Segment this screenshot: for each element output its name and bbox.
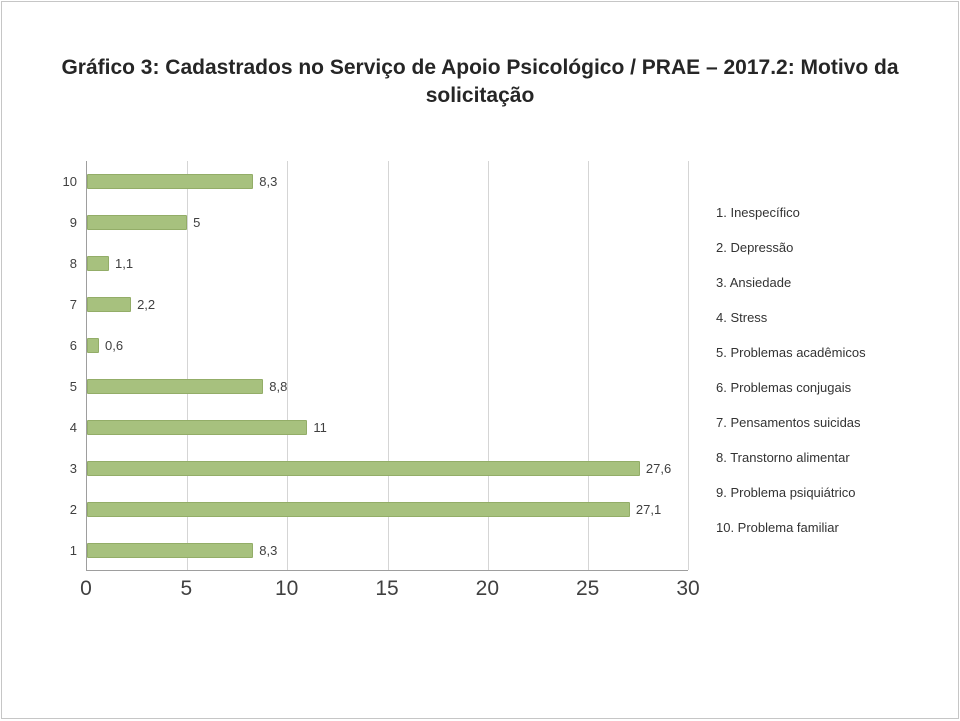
x-axis-label: 10 — [274, 576, 299, 600]
legend-item: 2. Depressão — [716, 239, 794, 255]
legend-item: 10. Problema familiar — [716, 519, 839, 535]
bar-row: 8,3 — [87, 161, 688, 202]
chart-area: 10 9 8 7 6 5 4 3 2 1 8,3 5 1,1 2,2 0,6 8,8 11 27,6 27,1 8,… — [48, 160, 958, 611]
legend-item: 4. Stress — [716, 309, 768, 325]
legend: 1. Inespecífico 2. Depressão 3. Ansiedade 4… — [716, 161, 866, 611]
bar — [87, 255, 110, 271]
y-axis-label: 5 — [69, 378, 77, 394]
legend-item: 5. Problemas acadêmicos — [716, 344, 866, 360]
bar-value-label: 5 — [193, 214, 201, 230]
x-axis-label: 25 — [575, 576, 600, 600]
y-axis-label: 4 — [69, 419, 77, 435]
plot-area: 8,3 5 1,1 2,2 0,6 8,8 11 27,6 27,1 8,3 — [86, 160, 689, 571]
bar — [87, 337, 100, 353]
bar-row: 5 — [87, 202, 688, 243]
bar-row: 1,1 — [87, 243, 688, 284]
legend-item: 9. Problema psiquiátrico — [716, 484, 856, 500]
bar-row: 11 — [87, 407, 688, 448]
legend-item: 8. Transtorno alimentar — [716, 449, 850, 465]
x-axis-label: 15 — [375, 576, 399, 600]
gridline — [487, 160, 489, 570]
bar-row: 2,2 — [87, 284, 688, 325]
bar — [87, 542, 254, 558]
x-axis-label: 30 — [676, 576, 700, 600]
chart-body: 10 9 8 7 6 5 4 3 2 1 8,3 5 1,1 2,2 0,6 8,8 11 27,6 27,1 8,… — [48, 160, 689, 571]
bar — [87, 296, 132, 312]
bar — [87, 378, 264, 394]
y-axis-labels: 10 9 8 7 6 5 4 3 2 1 — [48, 161, 86, 571]
bar — [87, 173, 254, 189]
y-axis-label: 10 — [62, 173, 77, 189]
chart-title: Gráfico 3: Cadastrados no Serviço de Apo… — [61, 56, 899, 108]
x-axis-label: 5 — [180, 576, 193, 600]
legend-item: 3. Ansiedade — [716, 274, 792, 290]
bar — [87, 460, 640, 476]
y-axis-label: 3 — [69, 460, 77, 476]
gridline — [688, 160, 689, 570]
bar-row: 8,8 — [87, 366, 688, 407]
bar — [87, 214, 188, 230]
bar-row: 27,1 — [87, 489, 688, 530]
gridline — [387, 160, 389, 570]
legend-item: 1. Inespecífico — [716, 204, 800, 220]
bar-value-label: 8,3 — [259, 542, 278, 558]
bar-value-label: 11 — [313, 419, 327, 435]
y-axis-label: 6 — [69, 337, 77, 353]
plot-with-axes: 10 9 8 7 6 5 4 3 2 1 8,3 5 1,1 2,2 0,6 8,8 11 27,6 27,1 8,… — [48, 160, 700, 611]
x-axis-label: 20 — [475, 576, 500, 600]
bar-value-label: 8,3 — [259, 173, 278, 189]
bar-row: 27,6 — [87, 448, 688, 489]
gridline — [187, 160, 189, 570]
bar-value-label: 1,1 — [115, 255, 134, 271]
bar-row: 8,3 — [87, 530, 688, 571]
legend-item: 6. Problemas conjugais — [716, 379, 852, 395]
bar-value-label: 0,6 — [105, 337, 124, 353]
bar-row: 0,6 — [87, 325, 688, 366]
legend-item: 7. Pensamentos suicidas — [716, 414, 861, 430]
gridline — [287, 160, 289, 570]
x-axis-label: 0 — [80, 576, 92, 600]
y-axis-label: 9 — [69, 214, 77, 230]
y-axis-label: 7 — [69, 296, 77, 312]
y-axis-label: 8 — [69, 255, 77, 271]
bar — [87, 501, 630, 517]
bar-value-label: 27,1 — [635, 501, 662, 517]
bar — [87, 419, 308, 435]
gridline — [587, 160, 589, 570]
y-axis-label: 2 — [69, 501, 77, 517]
bar-value-label: 27,6 — [645, 460, 672, 476]
bar-value-label: 2,2 — [137, 296, 156, 312]
y-axis-label: 1 — [69, 542, 77, 558]
bar-value-label: 8,8 — [269, 378, 288, 394]
x-axis-labels: 0 5 10 15 20 25 30 — [80, 576, 700, 611]
